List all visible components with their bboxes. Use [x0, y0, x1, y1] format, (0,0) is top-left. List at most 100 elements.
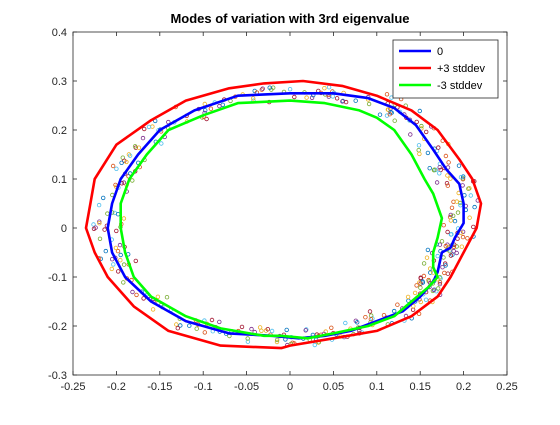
scatter-point — [417, 108, 422, 114]
scatter-point — [118, 258, 123, 263]
scatter-point — [109, 257, 115, 262]
scatter-point — [114, 166, 119, 171]
scatter-point — [343, 320, 348, 326]
scatter-point — [115, 248, 121, 254]
scatter-point — [428, 270, 433, 275]
scatter-point — [443, 261, 448, 266]
scatter-point — [452, 218, 458, 224]
scatter-point — [133, 258, 138, 264]
scatter-point — [292, 94, 297, 100]
scatter-point — [366, 101, 372, 107]
scatter-point — [424, 255, 430, 260]
scatter-point — [113, 245, 119, 251]
y-tick-label: 0.2 — [52, 125, 67, 137]
y-tick-label: -0.1 — [48, 272, 67, 284]
scatter-point — [410, 307, 416, 312]
scatter-point — [405, 294, 411, 300]
scatter-point — [353, 98, 358, 103]
series-line-1 — [84, 79, 483, 350]
scatter-point — [418, 285, 423, 290]
y-axis: -0.3 -0.2 -0.1 0 0.1 0.2 0.3 0.4 — [48, 27, 507, 382]
scatter-point — [91, 222, 96, 227]
scatter-point — [414, 283, 419, 288]
scatter-point — [134, 292, 139, 298]
scatter-point — [471, 224, 476, 230]
scatter-point — [322, 85, 327, 91]
scatter-point — [451, 213, 456, 218]
scatter-point — [159, 141, 164, 146]
scatter-point — [445, 271, 451, 276]
scatter-point — [91, 226, 97, 231]
scatter-point — [395, 302, 400, 307]
scatter-point — [132, 144, 138, 149]
scatter-point — [105, 211, 110, 216]
scatter-point — [312, 342, 317, 348]
scatter-point — [259, 87, 264, 92]
scatter-point — [446, 160, 451, 165]
scatter-point — [440, 265, 445, 270]
legend-label: -3 stddev — [437, 80, 483, 92]
scatter-point — [287, 86, 293, 92]
scatter-point — [416, 143, 422, 148]
scatter-point — [265, 327, 270, 332]
scatter-point — [460, 229, 466, 234]
scatter-point — [419, 123, 424, 129]
scatter-point — [416, 147, 421, 153]
scatter-point — [209, 317, 215, 323]
scatter-point — [448, 253, 454, 258]
scatter-point — [204, 116, 209, 122]
x-tick-label: -0.25 — [60, 381, 85, 393]
y-tick-label: 0.4 — [52, 27, 67, 39]
scatter-point — [121, 216, 127, 221]
scatter-point — [454, 199, 459, 204]
x-tick-label: -0.15 — [147, 381, 172, 393]
scatter-point — [448, 218, 454, 223]
scatter-point — [343, 99, 349, 105]
y-tick-label: 0.1 — [52, 174, 67, 186]
series-layer — [84, 79, 483, 350]
scatter-point — [304, 327, 309, 332]
scatter-point — [130, 289, 135, 295]
x-tick-label: 0.05 — [323, 381, 344, 393]
scatter-point — [465, 236, 470, 241]
scatter-point — [449, 205, 455, 210]
x-tick-label: -0.05 — [234, 381, 259, 393]
scatter-point — [392, 118, 397, 123]
scatter-point — [454, 250, 459, 256]
scatter-point — [334, 96, 340, 101]
scatter-point — [267, 85, 272, 90]
scatter-point — [187, 323, 192, 328]
scatter-point — [326, 84, 332, 90]
scatter-point — [472, 204, 477, 210]
scatter-point — [445, 173, 450, 178]
scatter-point — [460, 234, 466, 240]
scatter-point — [109, 266, 114, 272]
scatter-point — [269, 328, 275, 334]
scatter-point — [377, 112, 383, 117]
x-axis: -0.25 -0.2 -0.15 -0.1 -0.05 0 0.05 0.1 0.15 0.2 0.… — [60, 32, 518, 393]
scatter-point — [455, 210, 461, 215]
chart-title: Modes of variation with 3rd eigenvalue — [170, 11, 409, 26]
scatter-point — [467, 215, 472, 220]
scatter-point — [174, 322, 179, 327]
scatter-point — [428, 266, 433, 271]
scatter-point — [414, 119, 419, 125]
scatter-point — [115, 269, 121, 274]
scatter-point — [208, 106, 214, 111]
legend-label: 0 — [437, 46, 443, 58]
scatter-point — [119, 160, 124, 165]
scatter-point — [435, 253, 440, 259]
scatter-point — [436, 286, 441, 291]
scatter-point — [460, 183, 465, 188]
scatter-point — [461, 174, 466, 179]
scatter-point — [367, 309, 373, 314]
scatter-point — [274, 339, 280, 345]
scatter-point — [140, 135, 146, 141]
series-line-0 — [106, 92, 465, 340]
x-tick-label: -0.2 — [107, 381, 126, 393]
scatter-point — [110, 163, 116, 169]
scatter-point — [434, 180, 440, 185]
x-tick-label: 0.25 — [496, 381, 517, 393]
scatter-point — [458, 202, 463, 208]
